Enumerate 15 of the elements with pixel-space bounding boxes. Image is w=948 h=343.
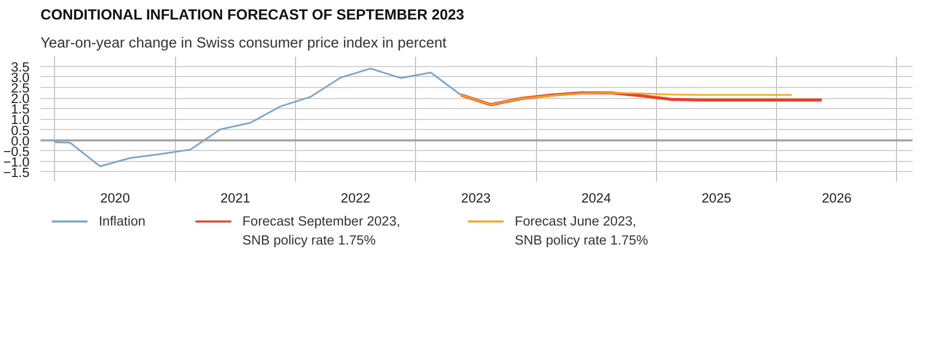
x-tick-label: 2025 [702, 190, 732, 206]
chart-subtitle: Year-on-year change in Swiss consumer price index in percent [40, 36, 446, 52]
x-tick-label: 2024 [581, 190, 612, 206]
y-tick-label: −1.5 [3, 165, 30, 180]
legend-label: Forecast June 2023, SNB policy rate 1.75% [514, 214, 648, 248]
x-tick-label: 2026 [822, 190, 852, 206]
x-tick-label: 2021 [220, 190, 250, 206]
chart-title: CONDITIONAL INFLATION FORECAST OF SEPTEMBER 2023 [40, 8, 464, 24]
line-series [460, 92, 792, 106]
line-series [54, 68, 462, 168]
x-tick-label: 2020 [100, 190, 130, 206]
legend-label: Forecast September 2023, SNB policy rate 1.75% [242, 214, 400, 248]
x-tick-label: 2022 [340, 190, 370, 206]
x-tick-label: 2023 [461, 190, 491, 206]
legend-label: Inflation [98, 214, 146, 228]
